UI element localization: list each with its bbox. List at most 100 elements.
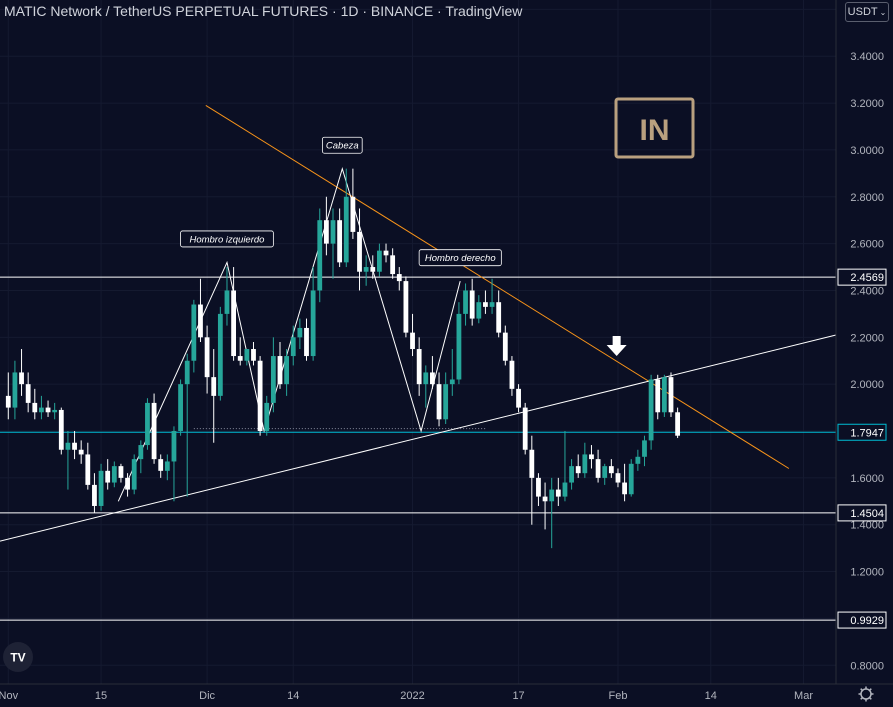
candle-body [622,482,627,495]
pattern-line [117,166,461,502]
candle-body [430,372,435,385]
candle-body [363,267,369,272]
candle-body [376,250,382,272]
y-tick-label: 1.2000 [850,567,884,579]
pattern-label-box [180,230,274,248]
pattern-label-box [418,249,502,267]
candle-body [58,409,64,450]
candle-body [602,466,608,478]
candle-body [463,290,468,314]
candle-body [98,470,104,506]
time-axis[interactable] [0,684,893,707]
tradingview-logo-icon: TV [10,651,25,665]
candle-body [32,402,38,413]
candle-body [52,409,58,413]
candle-body [436,384,442,420]
price-level-box [837,504,887,522]
candle-body [39,407,44,413]
x-tick-label: Nov [0,690,19,702]
neckline-line [0,334,837,542]
candle-body [251,349,256,361]
price-level-label: 0.9929 [850,615,884,627]
candle-body [65,442,71,450]
x-tick-label: Mar [794,690,813,702]
x-tick-label: 14 [705,690,717,702]
candle-body [277,356,283,385]
pattern-label: Cabeza [326,141,359,152]
currency-selector[interactable]: USDT ⌄ [845,2,889,22]
candle-body [390,255,396,275]
chevron-down-icon: ⌄ [879,7,887,17]
candle-body [284,356,290,385]
price-level-box [837,611,887,629]
candle-body [456,313,462,380]
candle-body [25,384,31,403]
candle-body [655,379,661,413]
candle-body [105,470,111,483]
candle-body [131,459,137,490]
candle-body [608,466,614,474]
candle-body [509,360,515,389]
candle-body [45,407,51,413]
candle-body [449,379,455,385]
candle-body [290,337,296,357]
candle-body [549,489,555,502]
y-tick-label: 2.2000 [850,332,884,344]
candle-body [589,454,594,460]
y-tick-label: 0.8000 [850,660,884,672]
y-tick-label: 1.4000 [850,520,884,532]
candle-body [118,466,124,478]
candle-body [125,477,130,490]
candle-body [542,496,548,502]
candle-body [635,456,641,464]
candle-body [317,220,323,291]
y-tick-label: 2.8000 [850,192,884,204]
candle-body [343,196,349,263]
chart-title: MATIC Network / TetherUS PERPETUAL FUTUR… [4,3,523,19]
candle-body [198,304,203,338]
price-level-label: 1.4504 [850,508,884,520]
candle-body [310,290,316,357]
candle-body [231,290,237,357]
candle-body [529,449,535,478]
candle-body [330,220,336,244]
candle-body [164,461,170,471]
candle-body [562,482,568,497]
candle-body [337,220,343,263]
price-level-box [837,423,887,441]
candle-body [536,477,541,497]
candle-body [224,290,230,314]
candle-body [502,332,508,361]
candle-body [237,356,243,361]
y-tick-label: 1.6000 [850,473,884,485]
candle-body [204,337,210,378]
price-level-box [837,268,887,286]
candle-body [151,402,157,460]
x-tick-label: Dic [199,690,215,702]
candle-body [443,384,449,420]
tradingview-logo-bg [3,642,33,672]
x-tick-label: 15 [95,690,107,702]
pattern-label: Hombro derecho [425,253,496,264]
candle-body [191,304,197,361]
arrow-down-icon [606,336,627,357]
candle-body [78,449,84,455]
candle-body [642,440,647,457]
candle-body [244,349,250,361]
candle-body [522,407,528,450]
candle-body [184,360,190,385]
candle-body [72,442,77,450]
gear-icon[interactable] [858,686,874,702]
x-tick-label: 17 [512,690,524,702]
candle-body [304,327,309,357]
candle-body [396,274,402,282]
candle-body [350,196,356,232]
price-axis[interactable] [836,0,893,707]
x-tick-label: 14 [287,690,299,702]
candle-body [648,379,654,441]
logo-frame [614,97,695,159]
candle-body [476,302,482,319]
candle-body [145,402,150,446]
